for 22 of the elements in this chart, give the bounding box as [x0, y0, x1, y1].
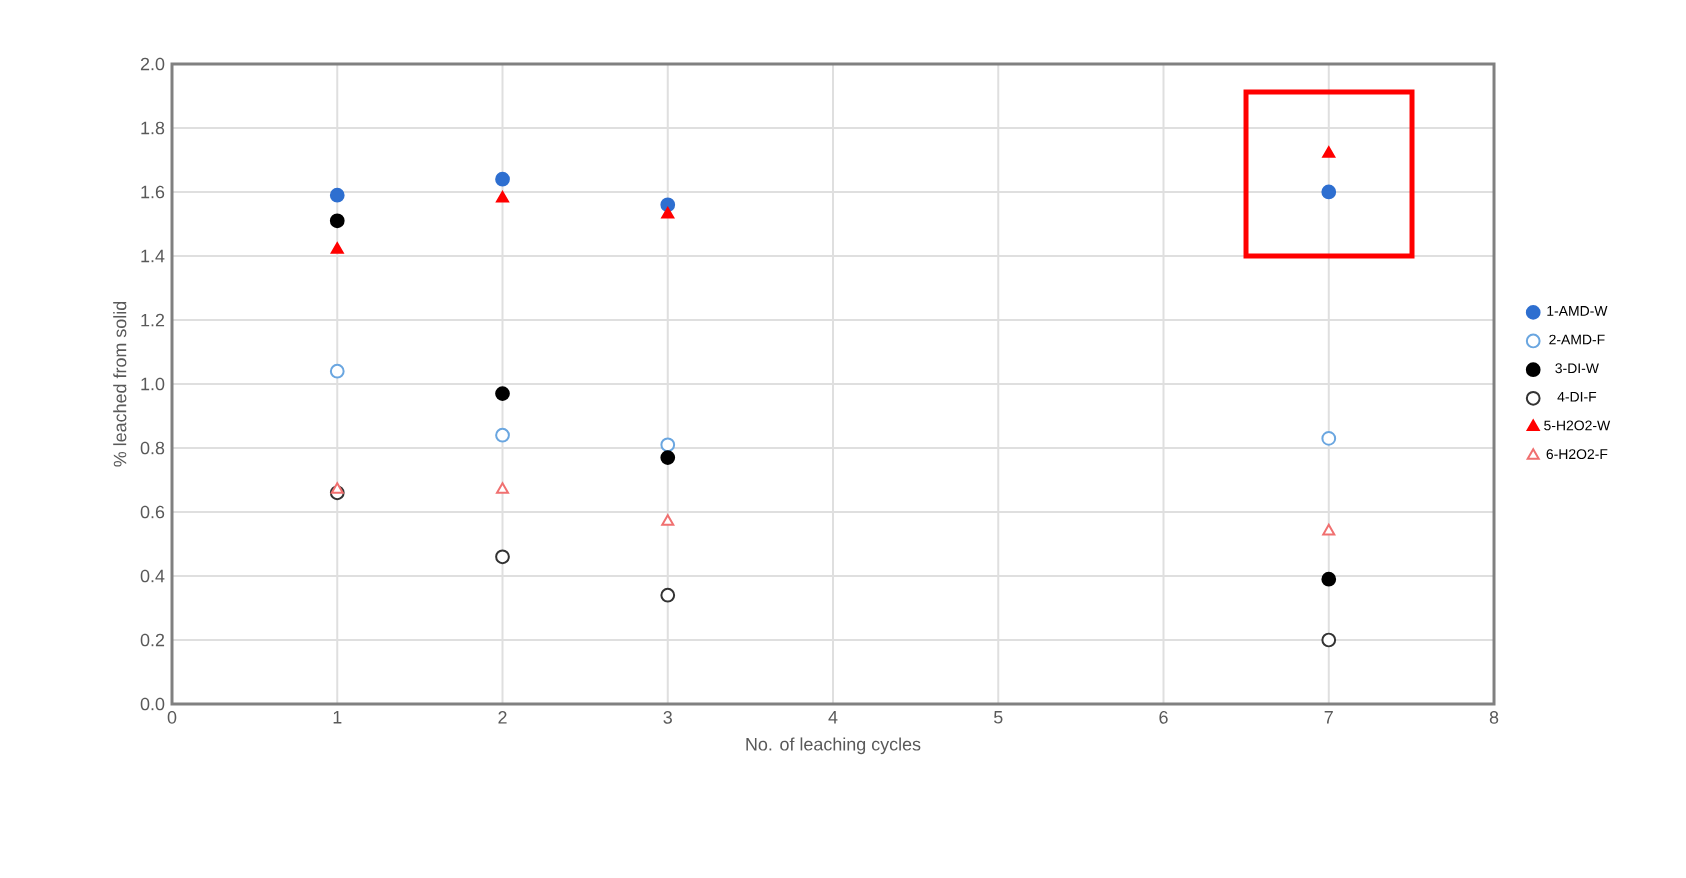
- y-tick-label: 0.2: [140, 633, 165, 647]
- x-tick-label: 0: [167, 711, 177, 724]
- y-tick-label: 1.6: [141, 185, 165, 199]
- x-tick-label: 3: [663, 711, 672, 724]
- x-tick-label: 6: [1159, 711, 1168, 724]
- x-tick-label: 1: [333, 711, 342, 724]
- x-tick-label: 7: [1324, 711, 1333, 724]
- y-tick-label: 1.2: [141, 313, 165, 327]
- x-tick-label: 8: [1489, 711, 1499, 724]
- y-tick-label: 0.8: [140, 441, 165, 455]
- y-tick-label: 0.4: [140, 569, 165, 583]
- y-tick-label: 1.4: [141, 249, 165, 263]
- x-tick-label: 5: [993, 711, 1003, 724]
- y-tick-label: 0.6: [140, 505, 165, 519]
- y-tick-label: 1.8: [141, 121, 165, 135]
- y-tick-label: 0.0: [140, 697, 165, 711]
- x-axis-title: No. of leaching cycles: [746, 737, 921, 755]
- x-tick-label: 2: [498, 711, 507, 724]
- y-tick-label: 2.0: [140, 57, 165, 71]
- y-tick-label: 1.0: [141, 377, 165, 391]
- y-axis-title: % leached from solid: [113, 301, 127, 467]
- x-tick-label: 4: [828, 711, 838, 724]
